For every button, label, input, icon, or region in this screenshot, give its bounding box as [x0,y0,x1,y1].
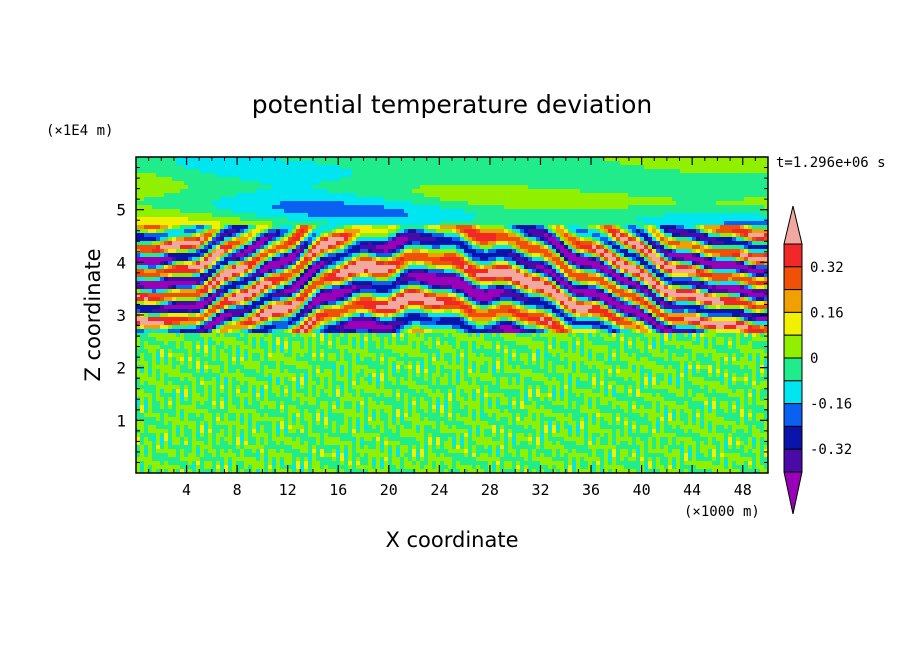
x-tick-label: 48 [734,481,752,499]
colorbar-box [783,243,803,268]
colorbar-label: 0.16 [810,305,844,321]
contour-field [136,157,768,473]
colorbar-box [783,289,803,313]
y-axis-label: Z coordinate [81,248,105,381]
x-tick-label: 24 [430,481,448,499]
colorbar-label: -0.16 [810,397,852,413]
chart-title: potential temperature deviation [252,90,652,119]
x-tick-label: 36 [582,481,600,499]
colorbar-top-triangle [783,205,803,245]
colorbar-box [783,266,803,291]
x-axis-ticks: 4 8 12 16 20 24 28 32 36 40 44 48 [148,157,756,499]
x-tick-label: 20 [380,481,398,499]
colorbar-box [783,425,803,450]
x-tick-label: 4 [182,481,191,499]
y-tick-label: 1 [116,411,126,430]
colorbar-label: 0 [810,351,818,367]
colorbar-bottom-triangle [783,471,803,515]
colorbar-label: -0.32 [810,442,852,458]
colorbar-box [783,357,803,382]
x-tick-label: 44 [683,481,701,499]
colorbar-box [783,380,803,405]
x-tick-label: 28 [481,481,499,499]
x-tick-label: 40 [633,481,651,499]
x-tick-label: 12 [279,481,297,499]
y-axis-ticks: 1 2 3 4 5 [116,167,768,463]
colorbar: 0.32 0.16 0 -0.16 -0.32 [783,205,852,515]
x-tick-label: 16 [329,481,347,499]
colorbar-box [783,403,803,427]
x-unit-label: (×1000 m) [684,504,760,520]
x-axis-label: X coordinate [385,528,518,552]
y-unit-label: (×1E4 m) [46,123,113,139]
y-tick-label: 4 [116,253,126,272]
time-label: t=1.296e+06 s [776,155,886,171]
colorbar-box [783,311,803,336]
y-tick-label: 5 [116,201,126,220]
colorbar-label: 0.32 [810,260,844,276]
colorbar-box [783,448,803,473]
x-tick-label: 8 [233,481,242,499]
y-tick-label: 2 [116,359,126,378]
y-tick-label: 3 [116,306,126,325]
x-tick-label: 32 [531,481,549,499]
colorbar-box [783,334,803,359]
